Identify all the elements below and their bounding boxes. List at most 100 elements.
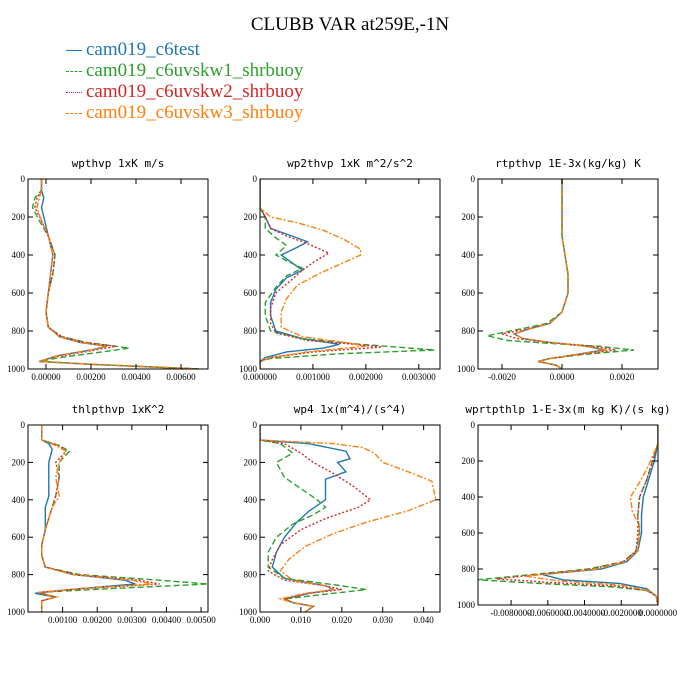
panel-title: wp2thvp 1xK m^2/s^2 — [287, 157, 413, 170]
x-tick-label: 0.000000 — [243, 372, 277, 382]
legend-line-swatch — [66, 71, 82, 73]
y-tick-label: 400 — [462, 492, 476, 502]
y-tick-label: 1000 — [7, 607, 26, 617]
series-line — [512, 179, 605, 369]
series-line — [36, 179, 200, 369]
legend-line-swatch — [66, 113, 82, 115]
series-line — [38, 425, 160, 612]
plot-frame — [27, 178, 209, 370]
x-tick-label: 0.0000 — [550, 372, 575, 382]
chart-panel: wp2thvp 1xK m^2/s^2020040060080010000.00… — [239, 157, 441, 382]
x-tick-label: -0.0040000 — [564, 608, 606, 618]
legend-line-swatch — [66, 50, 82, 52]
x-tick-label: 0.001000 — [296, 372, 330, 382]
series-line — [496, 425, 658, 605]
y-tick-label: 800 — [244, 570, 258, 580]
y-tick-label: 800 — [462, 326, 476, 336]
x-tick-label: 0.00100 — [48, 615, 78, 625]
series-line — [39, 179, 200, 369]
plot-frame — [259, 424, 441, 613]
x-tick-label: 0.00400 — [152, 615, 182, 625]
y-tick-label: 1000 — [239, 607, 258, 617]
x-tick-label: 0.000 — [250, 615, 271, 625]
series-line — [260, 425, 437, 612]
x-tick-label: -0.0080000 — [490, 608, 532, 618]
legend-entry: cam019_c6uvskw1_shrbuoy — [66, 60, 303, 81]
chart-panel: wprtpthlp 1-E-3x(m kg K)/(s kg) 0 200 400 60… — [457, 403, 678, 618]
legend-entry: cam019_c6uvskw3_shrbuoy — [66, 102, 303, 123]
x-tick-label: -0.0020 — [488, 372, 516, 382]
series-line — [260, 179, 382, 369]
y-tick-label: 0 — [253, 420, 258, 430]
x-tick-label: 0.00500 — [186, 615, 216, 625]
y-tick-label: 600 — [462, 288, 476, 298]
panel-title: rtpthvp 1E-3x(kg/kg) K — [495, 157, 641, 170]
y-tick-label: 800 — [462, 564, 476, 574]
y-tick-label: 0 — [21, 174, 26, 184]
plot-frame — [477, 178, 659, 370]
x-tick-label: 0.00000 — [31, 372, 61, 382]
y-tick-label: 1000 — [7, 364, 26, 374]
x-tick-label: 0.00300 — [117, 615, 147, 625]
figure-title: CLUBB VAR at259E,-1N — [250, 14, 450, 35]
panel-title: wp4 1x(m^4)/(s^4) — [294, 403, 407, 416]
y-tick-label: 200 — [244, 457, 258, 467]
y-tick-label: 0 — [21, 420, 26, 430]
x-tick-label: 0.002000 — [349, 372, 383, 382]
y-tick-label: 800 — [244, 326, 258, 336]
y-tick-label: 400 — [244, 495, 258, 505]
series-line — [260, 179, 367, 369]
legend-label: cam019_c6uvskw3_shrbuoy — [86, 102, 304, 123]
y-tick-label: 200 — [462, 212, 476, 222]
series-line — [34, 179, 200, 369]
y-tick-label: 400 — [462, 250, 476, 260]
legend: cam019_c6test cam019_c6uvskw1_shrbuoy ca… — [66, 39, 303, 123]
x-tick-label: 0.010 — [291, 615, 312, 625]
y-tick-label: 1000 — [457, 600, 476, 610]
x-tick-label: 0.00600 — [166, 372, 196, 382]
plot-frame — [259, 178, 441, 370]
legend-entry: cam019_c6test — [66, 39, 303, 60]
series-line — [486, 179, 635, 369]
series-line — [512, 179, 608, 369]
x-tick-label: 0.00200 — [76, 372, 106, 382]
x-tick-label: 0.030 — [373, 615, 394, 625]
panel-title: wpthvp 1xK m/s — [72, 157, 165, 170]
y-tick-label: 0 — [471, 174, 476, 184]
y-tick-label: 0 — [253, 174, 258, 184]
panel-title: thlpthvp 1xK^2 — [72, 403, 165, 416]
panel-title: wprtpthlp 1-E-3x(m kg K)/(s kg) — [465, 403, 670, 416]
y-tick-label: 1000 — [239, 364, 258, 374]
y-tick-label: 600 — [244, 288, 258, 298]
y-tick-label: 200 — [12, 457, 26, 467]
y-tick-label: 400 — [12, 250, 26, 260]
y-tick-label: 1000 — [457, 364, 476, 374]
y-tick-label: 600 — [12, 288, 26, 298]
series-line — [260, 179, 435, 369]
x-tick-label: -0.0060000 — [527, 608, 569, 618]
series-line — [542, 425, 658, 605]
chart-panel: wpthvp 1xK m/s 0 200 400 600 800 1000 0.00000 0.… — [7, 157, 209, 382]
x-tick-label: 0.040 — [414, 615, 435, 625]
series-line — [38, 425, 153, 612]
x-tick-label: 0.00400 — [121, 372, 151, 382]
plot-frame — [27, 424, 209, 613]
y-tick-label: 200 — [244, 212, 258, 222]
series-line — [260, 179, 340, 369]
y-tick-label: 0 — [471, 420, 476, 430]
y-tick-label: 800 — [12, 326, 26, 336]
series-line — [31, 179, 200, 369]
series-line — [260, 425, 367, 612]
y-tick-label: 600 — [12, 532, 26, 542]
x-tick-label: 0.020 — [332, 615, 353, 625]
chart-panel: rtpthvp 1E-3x(kg/kg) K 0 200 400 600 800 1000 -… — [457, 157, 659, 382]
legend-line-swatch — [66, 92, 82, 94]
y-tick-label: 400 — [244, 250, 258, 260]
x-tick-label: 0.003000 — [402, 372, 436, 382]
x-tick-label: -0.0020000 — [601, 608, 643, 618]
chart-panel: thlpthvp 1xK^2 0 200 400 600 800 1000 0.00100 0.… — [7, 403, 216, 625]
series-line — [501, 179, 617, 369]
plot-frame — [477, 424, 659, 606]
